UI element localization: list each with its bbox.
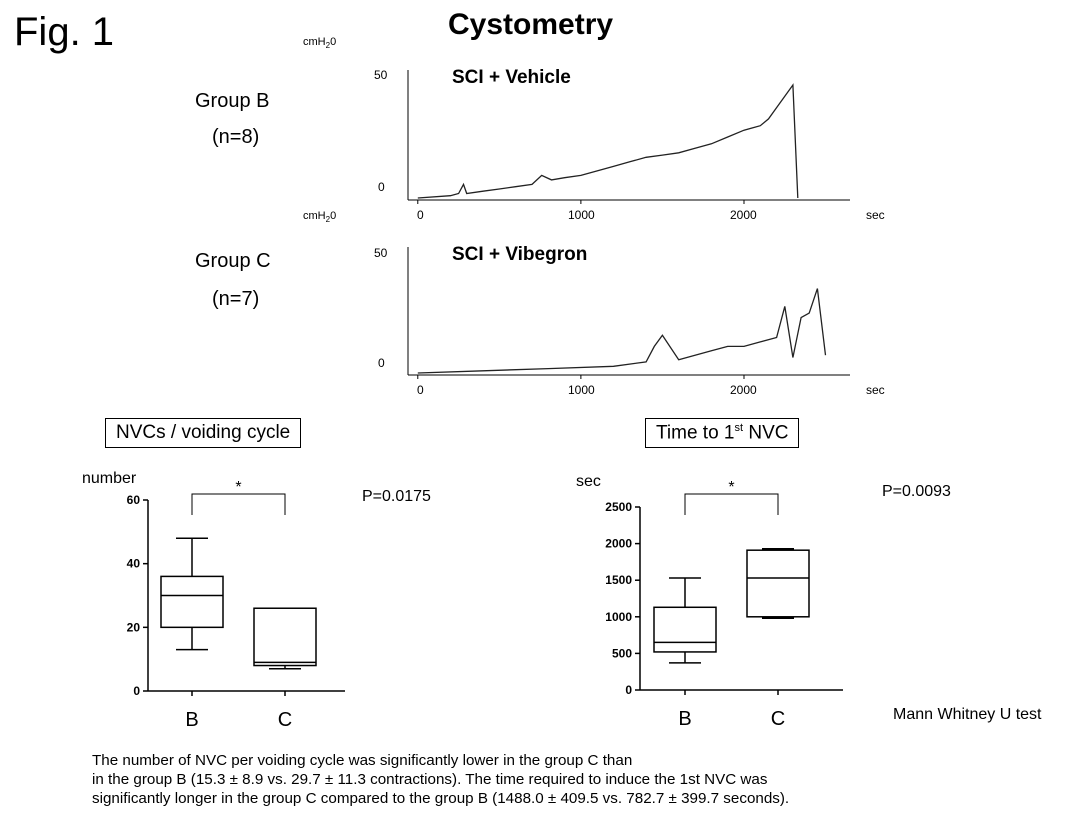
nvc-ytick-label: 40 — [127, 557, 141, 571]
trace-c-line — [417, 288, 827, 374]
caption-line-2: in the group B (15.3 ± 8.9 vs. 29.7 ± 11… — [92, 771, 768, 788]
iqr-box — [253, 607, 317, 667]
time-sig-bracket — [684, 493, 779, 515]
nvc-category-B: B — [185, 709, 198, 731]
trace-c-unit: cmH20 — [303, 210, 337, 225]
nvc-ytick-label: 60 — [127, 493, 141, 507]
trace-b-xtick-2000: 2000 — [730, 208, 757, 222]
nvc-category-C: C — [278, 709, 292, 731]
trace-b-xtick-0: 0 — [417, 208, 424, 222]
trace-c-xtick-1000: 1000 — [568, 383, 595, 397]
group-b-n: (n=8) — [212, 126, 260, 148]
time-ytick-label: 1500 — [605, 573, 632, 587]
trace-c-xunit: sec — [866, 383, 885, 397]
trace-b-ytick-50: 50 — [374, 68, 388, 82]
time-sig-star: * — [728, 479, 734, 496]
group-c-n: (n=7) — [212, 288, 260, 310]
trace-c-ytick-50: 50 — [374, 246, 388, 260]
time-ytick-label: 2500 — [605, 500, 632, 514]
trace-c-xtick-2000: 2000 — [730, 383, 757, 397]
time-ytick-label: 1000 — [605, 610, 632, 624]
iqr-box — [746, 549, 810, 618]
trace-b-title: SCI + Vehicle — [452, 67, 571, 88]
group-b-label: Group B — [195, 90, 270, 112]
trace-b-ytick-0: 0 — [378, 180, 385, 194]
iqr-box — [160, 575, 224, 629]
trace-c-xtick-0: 0 — [417, 383, 424, 397]
time-ytick-label: 2000 — [605, 537, 632, 551]
time-category-B: B — [678, 708, 691, 730]
trace-b-xtick-1000: 1000 — [568, 208, 595, 222]
panel-nvc-title: NVCs / voiding cycle — [105, 418, 302, 448]
nvc-box-B — [160, 537, 224, 651]
panel-time-pvalue: P=0.0093 — [882, 483, 951, 500]
trace-b-unit: cmH20 — [303, 36, 337, 51]
caption-line-1: The number of NVC per voiding cycle was … — [92, 752, 633, 769]
panel-nvc-ylabel: number — [82, 470, 137, 487]
nvc-sig-star: * — [235, 479, 241, 496]
nvc-box-C — [253, 607, 317, 670]
nvc-sig-bracket — [191, 493, 286, 515]
trace-c-ytick-0: 0 — [378, 356, 385, 370]
nvc-ytick-label: 20 — [127, 620, 141, 634]
caption: The number of NVC per voiding cycle was … — [92, 751, 789, 808]
time-box-C — [746, 547, 810, 620]
main-title: Cystometry — [448, 8, 614, 41]
time-ytick-label: 500 — [612, 646, 632, 660]
panel-time-ylabel: sec — [576, 473, 601, 490]
trace-b-xunit: sec — [866, 208, 885, 222]
group-c-label: Group C — [195, 250, 271, 272]
time-category-C: C — [771, 708, 785, 730]
trace-c-title: SCI + Vibegron — [452, 244, 588, 265]
panel-time-title: Time to 1st NVC — [645, 418, 800, 449]
iqr-box — [653, 606, 717, 653]
panel-nvc-pvalue: P=0.0175 — [362, 488, 431, 505]
time-ytick-label: 0 — [625, 683, 632, 697]
caption-line-3: significantly longer in the group C comp… — [92, 790, 790, 807]
nvc-ytick-label: 0 — [133, 684, 140, 698]
footer-test: Mann Whitney U test — [893, 706, 1042, 723]
time-box-B — [653, 577, 717, 664]
figure-label: Fig. 1 — [14, 10, 115, 54]
trace-b-line — [417, 83, 799, 199]
